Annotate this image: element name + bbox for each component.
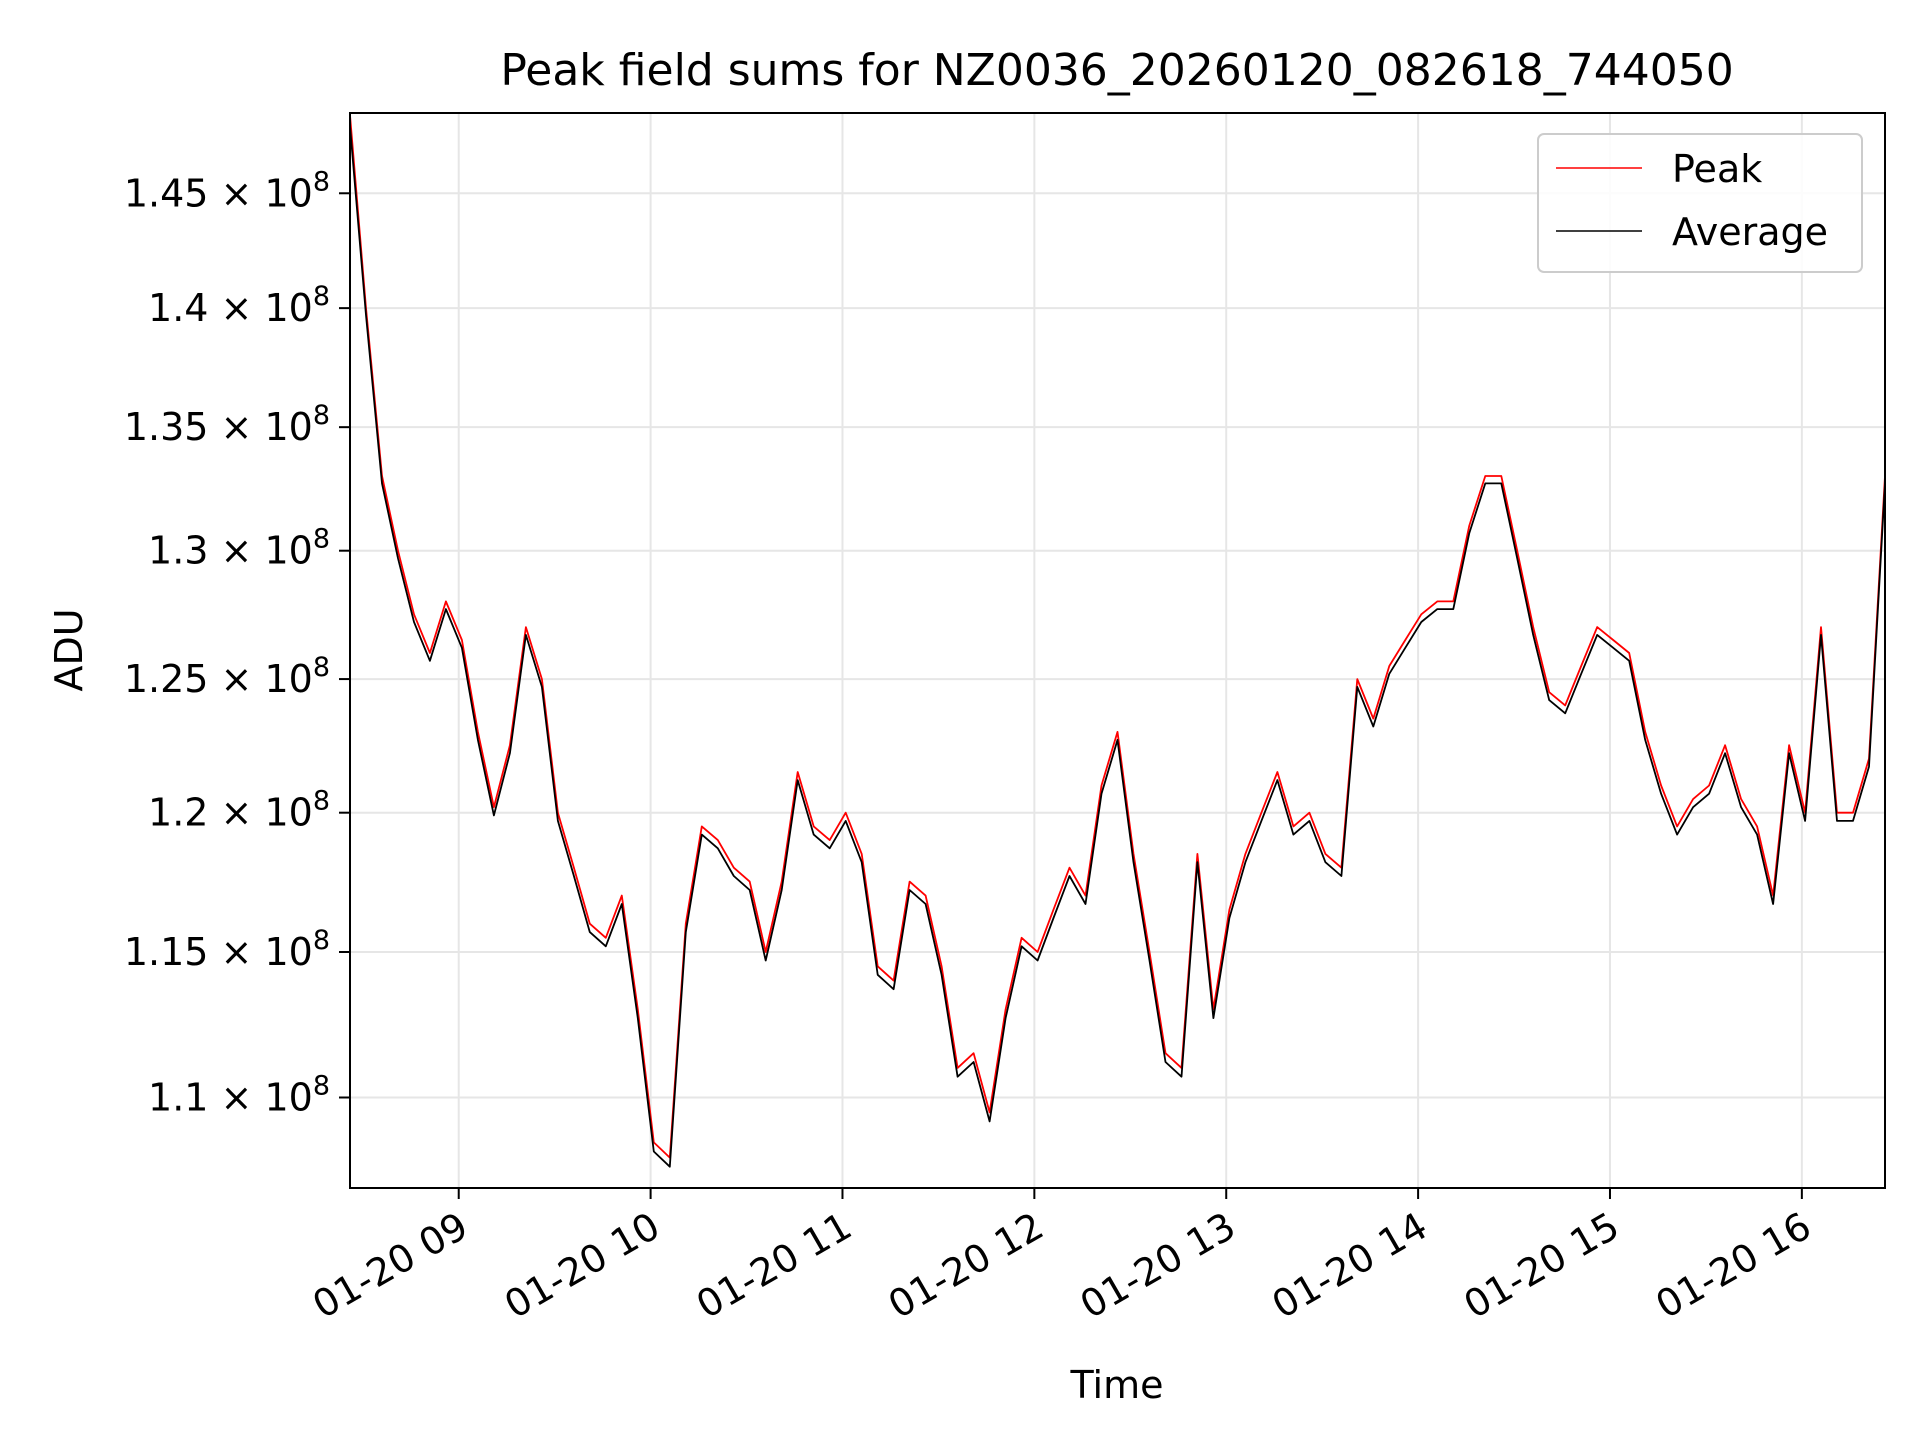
plot-frame	[349, 112, 1886, 1189]
y-axis-ticks: 1.1 × 108 1.15 × 108 1.2 × 108 1.25 × 108 1.…	[124, 166, 350, 1119]
series-line-peak	[349, 115, 1886, 1159]
y-tick-label: 1.4 × 108	[148, 281, 330, 330]
y-tick-label: 1.1 × 108	[148, 1070, 330, 1119]
x-axis-label: Time	[1070, 1363, 1164, 1407]
y-tick-label: 1.2 × 108	[148, 786, 330, 835]
legend-label-peak: Peak	[1672, 147, 1762, 191]
y-tick-label: 1.45 × 108	[124, 166, 330, 215]
y-tick-label: 1.35 × 108	[124, 400, 330, 449]
series-line-average	[349, 126, 1886, 1168]
series-layer	[349, 115, 1886, 1168]
y-tick-label: 1.3 × 108	[148, 524, 330, 573]
y-axis-label: ADU	[47, 608, 91, 691]
chart-title: Peak field sums for NZ0036_20260120_0826…	[500, 45, 1733, 96]
legend: Peak Average	[1537, 133, 1863, 273]
legend-label-average: Average	[1672, 210, 1828, 254]
y-tick-label: 1.25 × 108	[124, 652, 330, 701]
grid	[350, 113, 1885, 1188]
y-tick-label: 1.15 × 108	[124, 925, 330, 974]
